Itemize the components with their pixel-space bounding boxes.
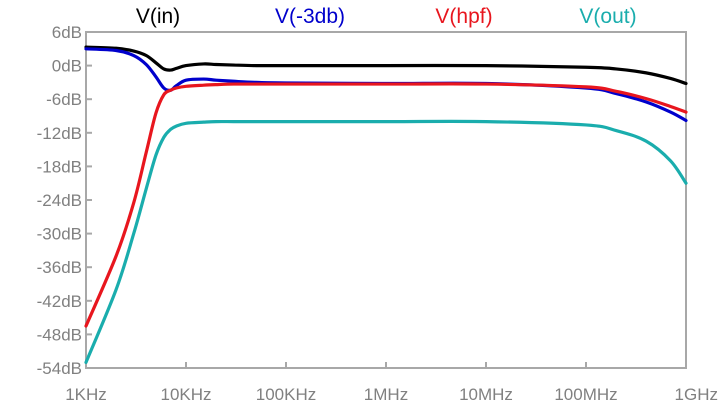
legend-item-v-out: V(out) bbox=[579, 5, 636, 28]
y-tick-label: 0dB bbox=[52, 57, 82, 76]
series-line-v-hpf bbox=[84, 82, 688, 328]
series-line-v-out bbox=[84, 119, 688, 364]
legend-item-v-hpf: V(hpf) bbox=[435, 5, 492, 28]
y-tick-label: -6dB bbox=[46, 90, 82, 109]
x-tick-label: 100KHz bbox=[256, 385, 316, 404]
x-tick-label: 100MHz bbox=[554, 385, 617, 404]
y-tick-label: -48dB bbox=[37, 325, 82, 344]
x-tick-label: 1GHz bbox=[675, 385, 718, 404]
x-tick-label: 10KHz bbox=[160, 385, 211, 404]
plot-lines bbox=[84, 45, 688, 364]
y-tick-label: -24dB bbox=[37, 191, 82, 210]
series-line-v-3db bbox=[84, 47, 688, 123]
x-tick-label: 10MHz bbox=[459, 385, 513, 404]
y-tick-label: -18dB bbox=[37, 157, 82, 176]
legend-item-v-in: V(in) bbox=[136, 5, 180, 28]
y-tick-label: -30dB bbox=[37, 225, 82, 244]
x-axis: 1KHz 10KHz 100KHz 1MHz 10MHz 100MHz 1GHz bbox=[65, 362, 718, 404]
y-tick-label: -36dB bbox=[37, 258, 82, 277]
y-tick-label: 6dB bbox=[52, 23, 82, 42]
y-axis: 6dB 0dB -6dB -12dB -18dB -24dB -30dB -36dB -42dB… bbox=[37, 23, 92, 378]
y-tick-label: -42dB bbox=[37, 292, 82, 311]
legend: V(in) V(-3db) V(hpf) V(out) bbox=[136, 5, 637, 28]
y-tick-label: -54dB bbox=[37, 359, 82, 378]
legend-item-v-3db: V(-3db) bbox=[275, 5, 345, 28]
x-tick-label: 1KHz bbox=[65, 385, 107, 404]
y-tick-label: -12dB bbox=[37, 124, 82, 143]
x-tick-label: 1MHz bbox=[364, 385, 408, 404]
series-line-v-in bbox=[84, 45, 688, 86]
